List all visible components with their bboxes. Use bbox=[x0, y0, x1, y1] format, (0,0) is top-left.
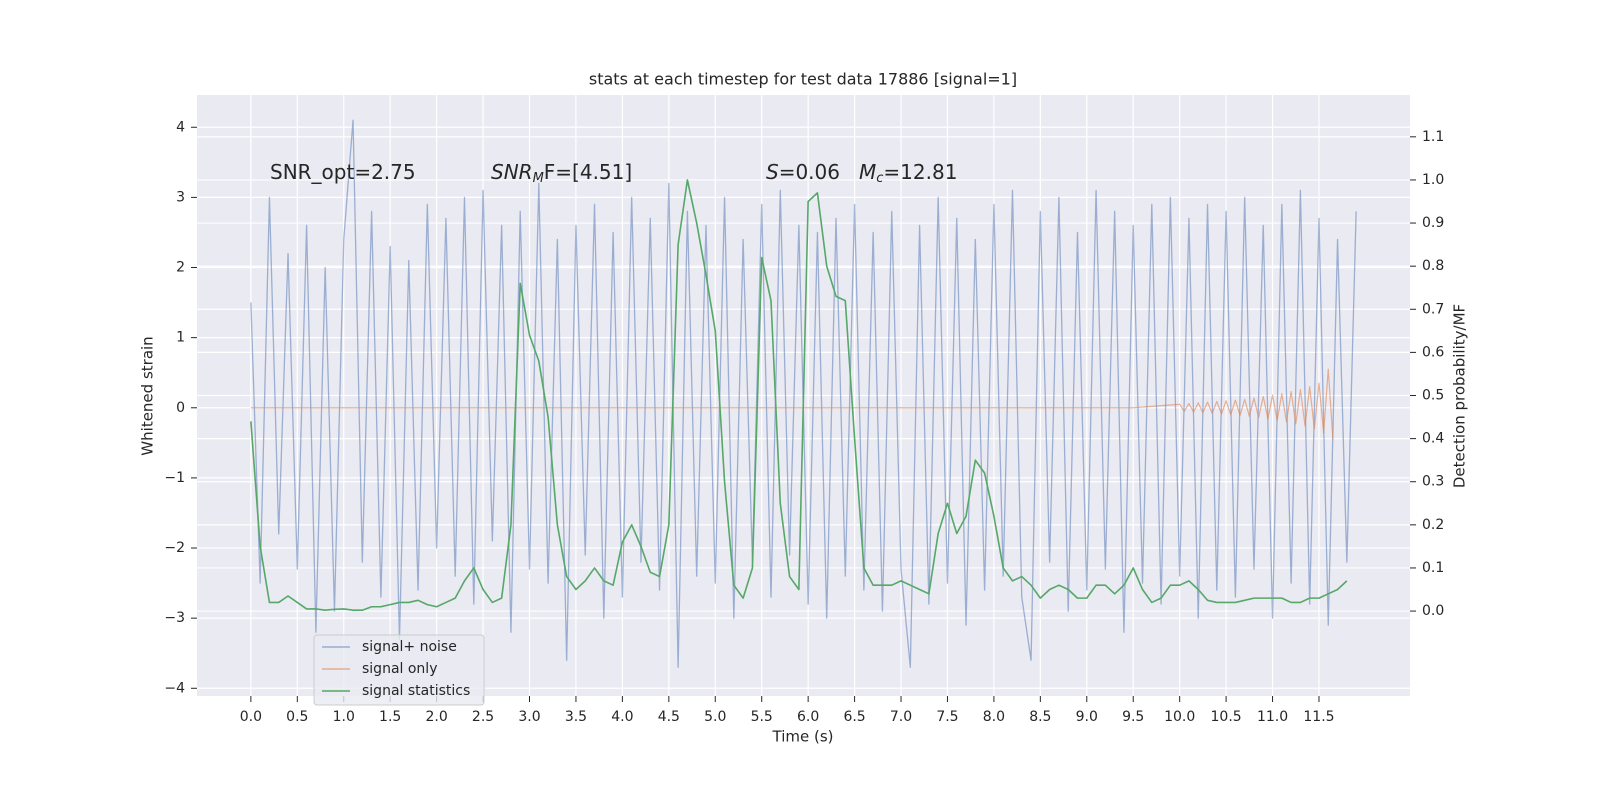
x-tick-label: 9.0 bbox=[1076, 709, 1098, 725]
y-tick-label: −2 bbox=[164, 540, 185, 556]
x-tick-label: 1.5 bbox=[379, 709, 401, 725]
series-line bbox=[250, 368, 1334, 440]
y2-tick-label: 0.4 bbox=[1422, 431, 1444, 447]
legend-label: signal+ noise bbox=[362, 639, 457, 655]
y2-tick-label: 0.3 bbox=[1422, 474, 1444, 490]
y-tick-label: −4 bbox=[164, 680, 185, 696]
x-tick-label: 7.0 bbox=[890, 709, 912, 725]
y2-tick-label: 0.2 bbox=[1422, 517, 1444, 533]
x-tick-label: 9.5 bbox=[1122, 709, 1144, 725]
y-tick-label: 4 bbox=[176, 119, 185, 135]
annotation-tail: =0.06 bbox=[779, 160, 840, 184]
x-tick-label: 3.0 bbox=[518, 709, 540, 725]
y-tick-label: 0 bbox=[176, 400, 185, 416]
y2-tick-label: 0.0 bbox=[1422, 603, 1444, 619]
y-tick-label: 3 bbox=[176, 189, 185, 205]
annotation-main: M bbox=[859, 160, 876, 184]
x-tick-label: 1.0 bbox=[333, 709, 355, 725]
annotation: SNR_opt=2.75 bbox=[270, 160, 416, 184]
y2-axis-label: Detection probability/MF bbox=[1451, 304, 1469, 488]
grid bbox=[197, 95, 1410, 696]
y2-tick-label: 0.9 bbox=[1422, 215, 1444, 231]
x-tick-label: 2.5 bbox=[472, 709, 494, 725]
x-tick-label: 4.0 bbox=[611, 709, 633, 725]
annotation-tail: F=[4.51] bbox=[544, 160, 632, 184]
annotation-sub: M bbox=[533, 171, 544, 186]
annotation-tail: =12.81 bbox=[883, 160, 957, 184]
x-tick-label: 4.5 bbox=[658, 709, 680, 725]
y-tick-label: 2 bbox=[176, 260, 185, 276]
x-tick-label: 2.0 bbox=[425, 709, 447, 725]
x-tick-label: 5.0 bbox=[704, 709, 726, 725]
x-tick-label: 11.5 bbox=[1303, 709, 1334, 725]
legend-box bbox=[313, 634, 485, 706]
legend-label: signal only bbox=[362, 661, 437, 677]
x-tick-label: 6.5 bbox=[843, 709, 865, 725]
chart-title: stats at each timestep for test data 178… bbox=[589, 70, 1017, 89]
series-line bbox=[250, 179, 1348, 612]
x-tick-label: 8.5 bbox=[1029, 709, 1051, 725]
annotation-main: S bbox=[766, 160, 779, 184]
annotation: SNRMF=[4.51] bbox=[491, 160, 632, 186]
annotation: S=0.06 bbox=[766, 160, 840, 184]
x-tick-label: 10.0 bbox=[1164, 709, 1195, 725]
y2-tick-label: 0.7 bbox=[1422, 301, 1444, 317]
plot bbox=[250, 119, 1357, 668]
y-axis-label: Whitened strain bbox=[139, 336, 157, 455]
x-axis-label: Time (s) bbox=[772, 728, 834, 746]
annotation-sub: c bbox=[876, 171, 883, 186]
x-tick-label: 5.5 bbox=[751, 709, 773, 725]
y2-tick-label: 1.1 bbox=[1422, 129, 1444, 145]
y-tick-label: −3 bbox=[164, 610, 185, 626]
x-tick-label: 8.0 bbox=[983, 709, 1005, 725]
x-tick-label: 3.5 bbox=[565, 709, 587, 725]
annotation-main: SNR bbox=[491, 160, 533, 184]
annotation: Mc=12.81 bbox=[859, 160, 957, 186]
x-tick-label: 10.5 bbox=[1211, 709, 1242, 725]
x-tick-label: 0.0 bbox=[240, 709, 262, 725]
y2-tick-label: 1.0 bbox=[1422, 172, 1444, 188]
x-tick-label: 11.0 bbox=[1257, 709, 1288, 725]
labels: 0.0 0.5 1.0 1.5 2.0 2.5 3.0 3.5 4.0 4.5 5.0 5.5 6.0 6… bbox=[164, 119, 1444, 725]
y-tick-label: −1 bbox=[164, 470, 185, 486]
x-tick-label: 6.0 bbox=[797, 709, 819, 725]
x-tick-label: 0.5 bbox=[286, 709, 308, 725]
y2-tick-label: 0.1 bbox=[1422, 560, 1444, 576]
y2-tick-label: 0.6 bbox=[1422, 344, 1444, 360]
x-tick-label: 7.5 bbox=[936, 709, 958, 725]
y-tick-label: 1 bbox=[176, 330, 185, 346]
y2-tick-label: 0.8 bbox=[1422, 258, 1444, 274]
legend-label: signal statistics bbox=[362, 683, 470, 699]
y2-tick-label: 0.5 bbox=[1422, 388, 1444, 404]
annotation-main: SNR_opt=2.75 bbox=[270, 160, 416, 184]
